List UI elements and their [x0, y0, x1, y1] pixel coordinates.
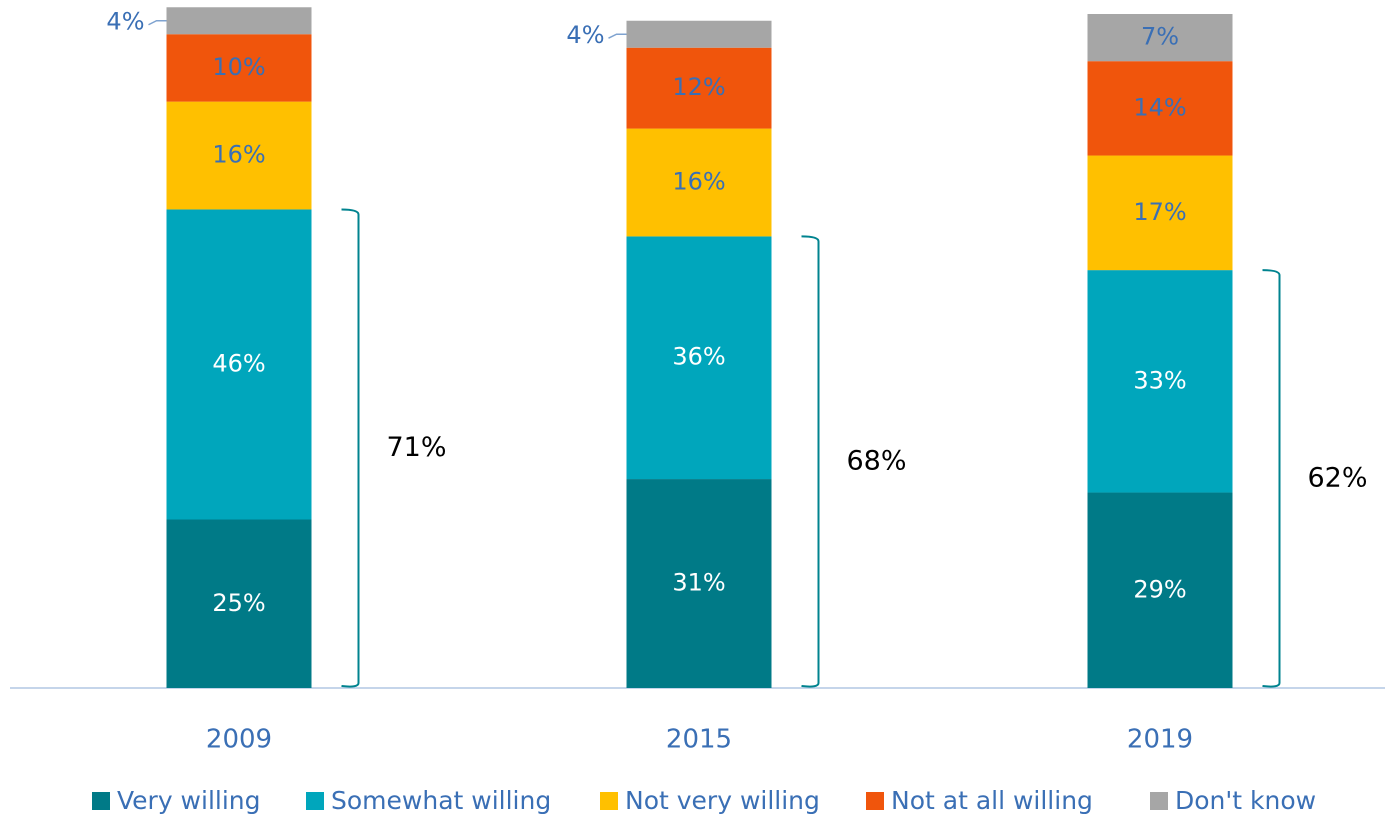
bracket [801, 235, 820, 688]
legend-label: Don't know [1175, 786, 1316, 815]
bar-segment [1087, 270, 1233, 493]
legend-swatch [1150, 792, 1168, 810]
bracket [1262, 269, 1281, 688]
legend-label: Somewhat willing [331, 786, 551, 815]
x-tick-label: 2015 [666, 725, 732, 755]
legend-swatch [306, 792, 324, 810]
x-tick-label: 2009 [206, 725, 272, 755]
data-label: 29% [1133, 575, 1186, 603]
bar-segment [166, 101, 312, 210]
bar-segment [626, 20, 772, 48]
data-label: 10% [212, 53, 265, 81]
bar-segment [626, 128, 772, 237]
bracket [341, 208, 360, 688]
data-label: 33% [1133, 366, 1186, 394]
legend-label: Not very willing [625, 786, 820, 815]
x-tick-label: 2019 [1127, 725, 1193, 755]
legend-label: Very willing [117, 786, 261, 815]
legend-swatch [866, 792, 884, 810]
bar-segment [166, 209, 312, 520]
data-label: 16% [672, 168, 725, 196]
bar-segment [1087, 492, 1233, 688]
total-label: 68% [847, 446, 907, 477]
legend-label: Not at all willing [891, 786, 1093, 815]
total-label: 62% [1308, 463, 1368, 494]
bar-segment [166, 519, 312, 688]
leader-line [148, 19, 167, 26]
bar-segment [626, 236, 772, 480]
data-label: 25% [212, 589, 265, 617]
bar-segment [1087, 155, 1233, 271]
bar-segment [1087, 14, 1233, 62]
data-label: 7% [1141, 23, 1179, 51]
legend-swatch [600, 792, 618, 810]
bar-segment [626, 47, 772, 129]
data-label: 4% [566, 21, 604, 49]
leader-line [608, 33, 627, 39]
total-label: 71% [387, 432, 447, 463]
data-label: 4% [106, 8, 144, 36]
data-label: 46% [212, 349, 265, 377]
bar-segment [626, 479, 772, 688]
bar-segment [1087, 61, 1233, 156]
data-label: 16% [212, 141, 265, 169]
data-label: 17% [1133, 198, 1186, 226]
bar-segment [166, 34, 312, 102]
legend-swatch [92, 792, 110, 810]
data-label: 12% [672, 73, 725, 101]
data-label: 36% [672, 343, 725, 371]
data-label: 14% [1133, 93, 1186, 121]
bar-segment [166, 7, 312, 35]
data-label: 31% [672, 569, 725, 597]
